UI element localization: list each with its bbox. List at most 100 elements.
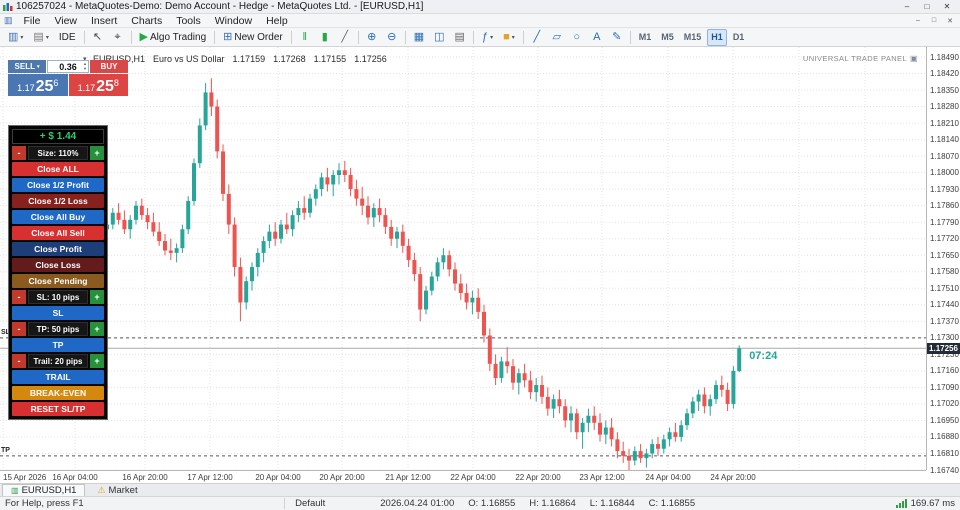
time-axis[interactable]: 15 Apr 2026 16 Apr 04:00 16 Apr 20:00 17 Ap… bbox=[0, 470, 926, 483]
indicators-button-caret[interactable]: ▾ bbox=[490, 34, 494, 41]
price-tick: 1.17790 bbox=[930, 217, 959, 227]
menu-insert[interactable]: Insert bbox=[91, 14, 118, 27]
price-tick: 1.17300 bbox=[930, 333, 959, 343]
buy-price-button[interactable]: 1.17 25 8 bbox=[68, 74, 128, 96]
cursor-tool[interactable]: ↖ bbox=[89, 29, 107, 46]
minimize-button[interactable]: – bbox=[904, 2, 910, 11]
close-button[interactable]: ✕ bbox=[943, 2, 951, 11]
close-all-button[interactable]: Close ALL bbox=[12, 162, 104, 176]
price-tick: 1.17440 bbox=[930, 300, 959, 310]
timeframe-m1-button[interactable]: M1 bbox=[635, 29, 656, 46]
data-window-button[interactable]: ▤ bbox=[451, 29, 469, 46]
close-all-sell-button[interactable]: Close All Sell bbox=[12, 226, 104, 240]
close-1-2-profit-button[interactable]: Close 1/2 Profit bbox=[12, 178, 104, 192]
price-tick: 1.17860 bbox=[930, 201, 959, 211]
tp-button[interactable]: TP bbox=[12, 338, 104, 352]
text-tool[interactable]: A bbox=[588, 29, 606, 46]
close-all-buy-button[interactable]: Close All Buy bbox=[12, 210, 104, 224]
crosshair-tool[interactable]: ⌖ bbox=[109, 29, 127, 46]
volume-spinner[interactable]: ▲ ▼ bbox=[83, 61, 87, 71]
menu-file[interactable]: File bbox=[23, 14, 41, 27]
status-bar-open: O: 1.16855 bbox=[468, 498, 516, 509]
one-click-collapse-button[interactable]: ▾ bbox=[83, 55, 87, 63]
market-panel-toggle[interactable]: ⚠ Market bbox=[97, 485, 137, 496]
candlestick-chart[interactable] bbox=[0, 47, 926, 483]
trendline-tool[interactable]: ╱ bbox=[528, 29, 546, 46]
chart-candles-type-button[interactable]: ▮ bbox=[316, 29, 334, 46]
size-increase-button[interactable]: + bbox=[90, 146, 104, 160]
chart-minimize-button[interactable]: – bbox=[916, 17, 920, 24]
timeframe-m15-button[interactable]: M15 bbox=[680, 29, 706, 46]
close-loss-button[interactable]: Close Loss bbox=[12, 258, 104, 272]
status-bar-time: 2026.04.24 01:00 bbox=[380, 498, 455, 509]
size-decrease-button[interactable]: - bbox=[12, 146, 26, 160]
menu-help[interactable]: Help bbox=[266, 14, 288, 27]
time-tick: 24 Apr 20:00 bbox=[710, 473, 756, 482]
profile-name[interactable]: Default bbox=[284, 498, 325, 509]
price-tick: 1.18070 bbox=[930, 151, 959, 161]
chart-restore-button[interactable]: □ bbox=[931, 17, 937, 24]
trendline-icon: ╱ bbox=[533, 30, 541, 43]
new-chart-button[interactable]: ▥ ▾ bbox=[4, 29, 27, 46]
chart-profiles-button-caret[interactable]: ▾ bbox=[45, 34, 49, 41]
objects-folder-button-caret[interactable]: ▾ bbox=[511, 34, 515, 41]
maximize-button[interactable]: □ bbox=[924, 2, 930, 11]
buy-button[interactable]: BUY bbox=[90, 60, 128, 73]
menu-tools[interactable]: Tools bbox=[176, 14, 201, 27]
tp-increase-button[interactable]: + bbox=[90, 322, 104, 336]
chart-bars-type-button[interactable]: ‖ bbox=[296, 29, 314, 46]
timeframe-d1-button[interactable]: D1 bbox=[729, 29, 749, 46]
objects-folder-button[interactable]: ■ ▾ bbox=[499, 29, 519, 46]
ide-button[interactable]: IDE bbox=[55, 29, 80, 46]
sl-increase-button[interactable]: + bbox=[90, 290, 104, 304]
timeframe-m5-button[interactable]: M5 bbox=[657, 29, 678, 46]
sl-button[interactable]: SL bbox=[12, 306, 104, 320]
tp-line-label[interactable]: TP bbox=[1, 446, 10, 454]
tile-windows-button[interactable]: ◫ bbox=[430, 29, 448, 46]
sl-line-label[interactable]: SL bbox=[1, 328, 10, 336]
channel-tool[interactable]: ▱ bbox=[548, 29, 566, 46]
crosshair-icon: ⌖ bbox=[114, 30, 121, 43]
trail-button[interactable]: TRAIL bbox=[12, 370, 104, 384]
price-axis[interactable]: 1.18490 1.18420 1.18350 1.18280 1.18210 1.181… bbox=[926, 47, 960, 475]
spin-down-icon[interactable]: ▼ bbox=[83, 66, 87, 71]
close-pending-button[interactable]: Close Pending bbox=[12, 274, 104, 288]
chart-line-type-button[interactable]: ╱ bbox=[336, 29, 354, 46]
zoom-in-button[interactable]: ⊕ bbox=[363, 29, 381, 46]
trail-decrease-button[interactable]: - bbox=[12, 354, 26, 368]
close-profit-button[interactable]: Close Profit bbox=[12, 242, 104, 256]
volume-input[interactable]: 0.36 ▲ ▼ bbox=[47, 60, 89, 73]
sl-decrease-button[interactable]: - bbox=[12, 290, 26, 304]
text-icon: A bbox=[593, 30, 601, 43]
pencil-tool[interactable]: ✎ bbox=[608, 29, 626, 46]
price-tick: 1.18280 bbox=[930, 102, 959, 112]
break-even-button[interactable]: BREAK-EVEN bbox=[12, 386, 104, 400]
close-1-2-loss-button[interactable]: Close 1/2 Loss bbox=[12, 194, 104, 208]
chart-window-icon: ▥ bbox=[4, 15, 13, 25]
sell-caret-icon: ▾ bbox=[36, 63, 40, 70]
market-label: Market bbox=[108, 484, 138, 496]
spin-up-icon[interactable]: ▲ bbox=[83, 61, 87, 66]
reset-sltp-button[interactable]: RESET SL/TP bbox=[12, 402, 104, 416]
chart-close-button[interactable]: ✕ bbox=[947, 17, 953, 25]
timeframe-h1-button[interactable]: H1 bbox=[707, 28, 727, 46]
new-order-button[interactable]: ⊞ New Order bbox=[219, 29, 287, 46]
menu-window[interactable]: Window bbox=[214, 14, 253, 27]
tp-decrease-button[interactable]: - bbox=[12, 322, 26, 336]
chart-profiles-button[interactable]: ▤ ▾ bbox=[29, 29, 52, 46]
cursor-icon: ↖ bbox=[92, 30, 103, 43]
trail-pips-label: Trail: 20 pips bbox=[28, 354, 88, 368]
new-chart-button-caret[interactable]: ▾ bbox=[20, 34, 24, 41]
trail-increase-button[interactable]: + bbox=[90, 354, 104, 368]
zoom-out-button[interactable]: ⊖ bbox=[383, 29, 401, 46]
menu-view[interactable]: View bbox=[54, 14, 78, 27]
grid-button[interactable]: ▦ bbox=[410, 29, 428, 46]
panel-settings-icon[interactable]: ▣ bbox=[910, 54, 918, 63]
sell-button[interactable]: SELL ▾ bbox=[8, 60, 46, 73]
algo-trading-button[interactable]: ▶ Algo Trading bbox=[136, 29, 211, 46]
indicators-button[interactable]: ƒ ▾ bbox=[478, 29, 497, 46]
sell-price-button[interactable]: 1.17 25 6 bbox=[8, 74, 68, 96]
menu-charts[interactable]: Charts bbox=[131, 14, 163, 27]
shapes-tool[interactable]: ○ bbox=[568, 29, 586, 46]
chart-tab-eurusd[interactable]: ▥ EURUSD,H1 bbox=[2, 484, 86, 496]
